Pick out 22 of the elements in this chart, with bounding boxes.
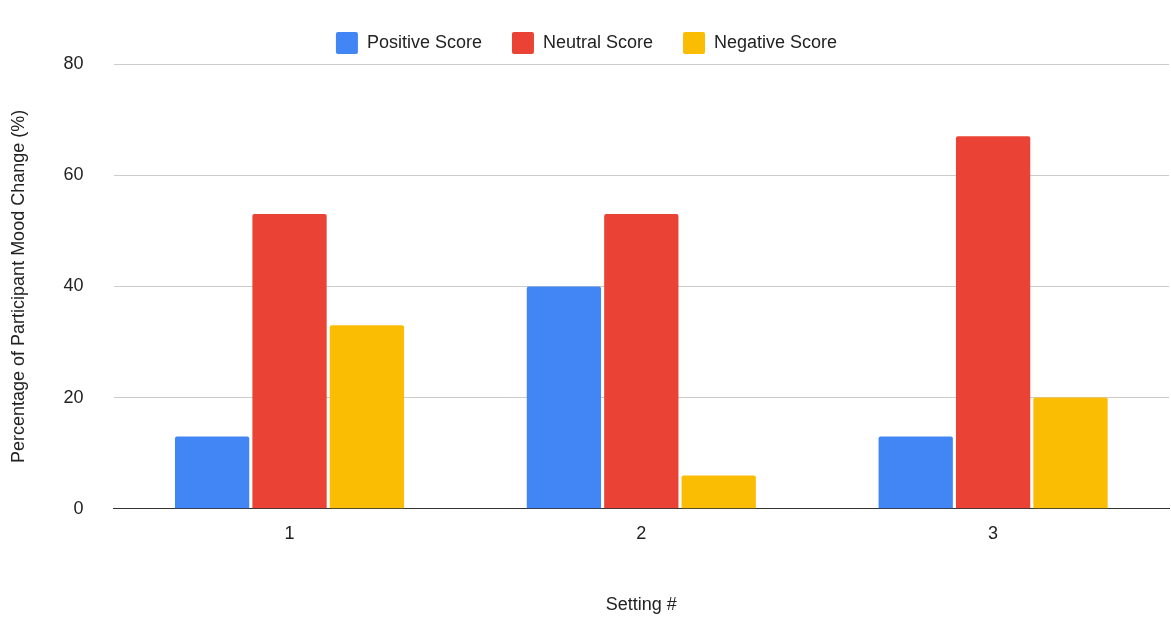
x-tick-label: 3 <box>988 522 999 543</box>
bar <box>878 436 953 509</box>
x-axis-title: Setting # <box>605 594 677 615</box>
legend-label: Neutral Score <box>542 31 654 52</box>
legend-label: Positive Score <box>366 31 482 52</box>
bar <box>1033 397 1108 509</box>
y-tick-label: 0 <box>73 497 84 518</box>
legend-label: Negative Score <box>714 31 838 52</box>
bar <box>174 436 250 509</box>
bar <box>681 475 756 509</box>
y-tick-label: 20 <box>63 386 84 407</box>
bar <box>526 286 602 509</box>
bar <box>604 214 679 509</box>
y-tick-label: 60 <box>63 164 84 185</box>
y-tick-label: 40 <box>63 275 84 296</box>
y-axis-title: Percentage of Participant Mood Change (%) <box>7 109 28 463</box>
bar <box>329 325 405 509</box>
bar <box>955 136 1031 509</box>
bar <box>252 214 327 509</box>
x-tick-label: 1 <box>284 522 295 543</box>
x-tick-label: 2 <box>636 522 647 543</box>
y-tick-label: 80 <box>63 52 84 73</box>
